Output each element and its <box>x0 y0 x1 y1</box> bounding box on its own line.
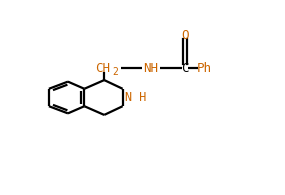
Text: CH: CH <box>95 62 110 75</box>
Text: N H: N H <box>125 91 147 104</box>
Text: 2: 2 <box>112 67 118 77</box>
Text: Ph: Ph <box>197 62 212 75</box>
Text: C: C <box>181 62 189 75</box>
Text: NH: NH <box>144 62 158 75</box>
Text: O: O <box>181 29 189 42</box>
